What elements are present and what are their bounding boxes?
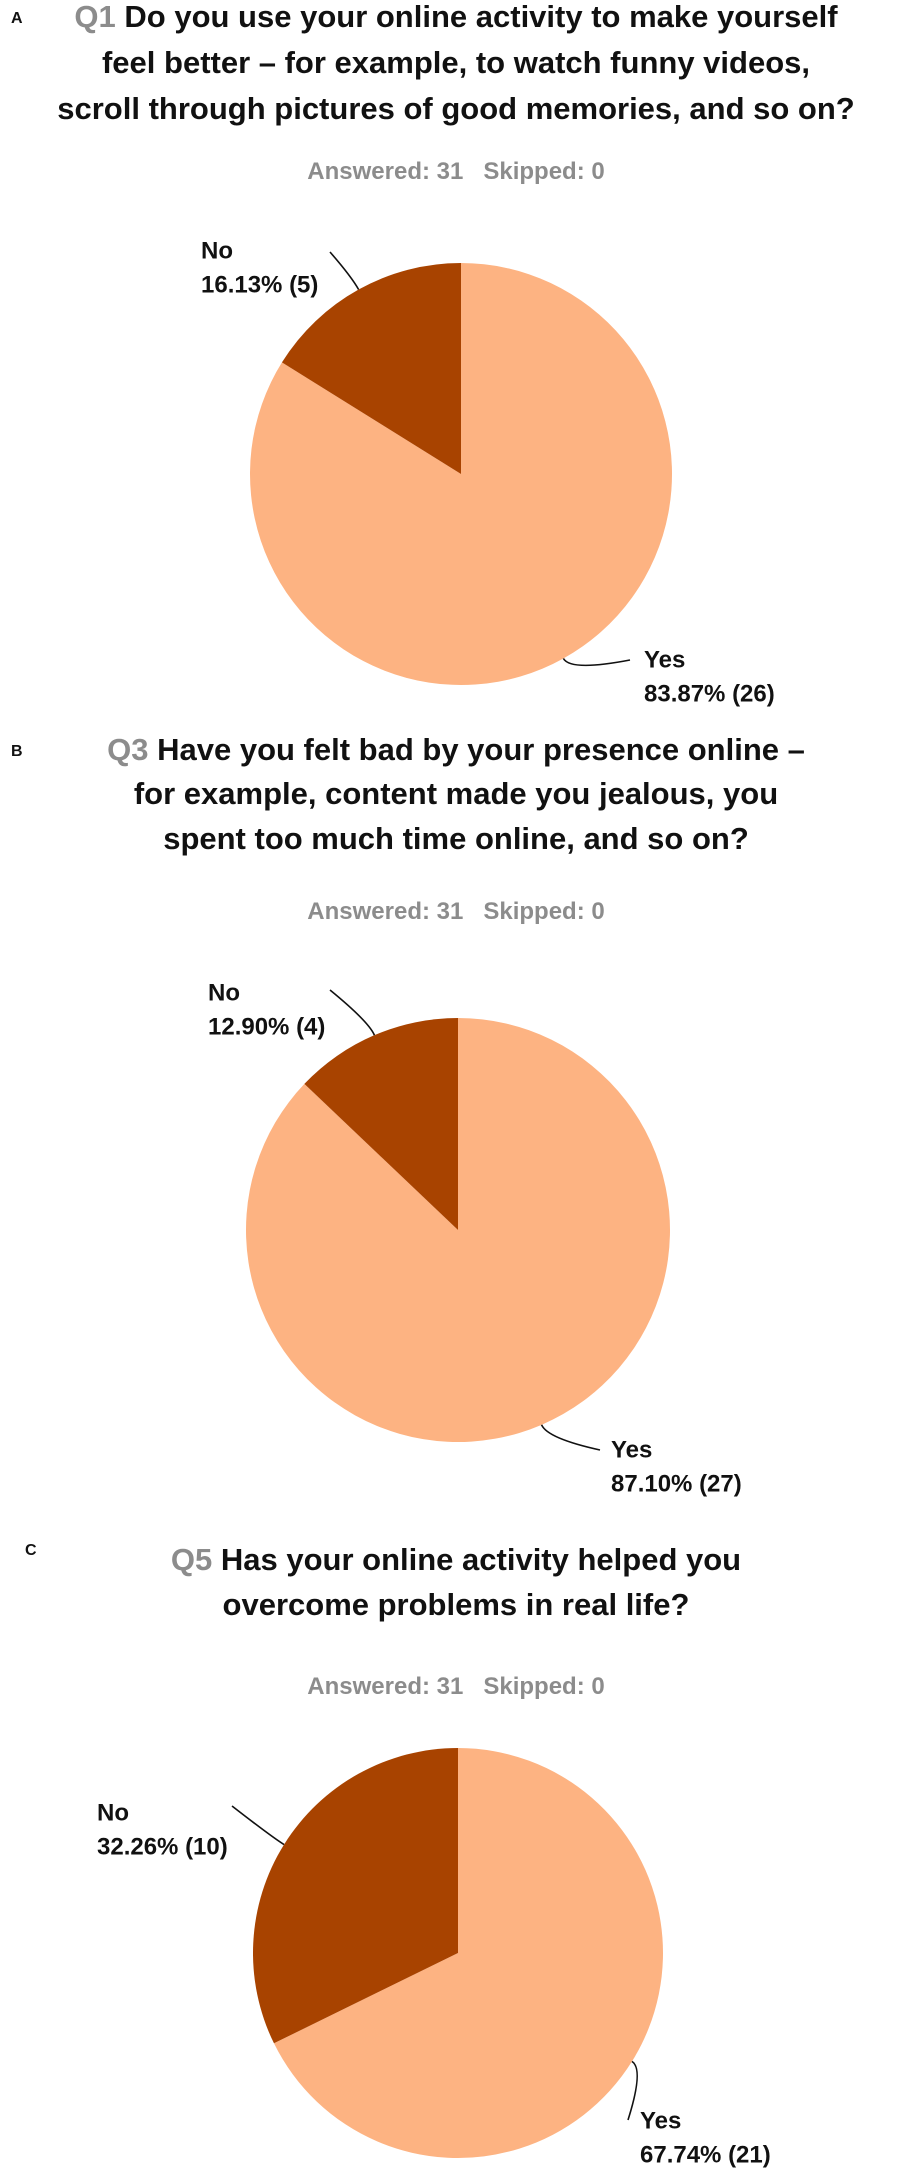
slice-label: Yes xyxy=(644,646,685,673)
title-line: Have you felt bad by your presence onlin… xyxy=(157,732,805,767)
chart-title: for example, content made you jealous, y… xyxy=(134,776,778,811)
pie-slice xyxy=(249,263,672,685)
skipped: Skipped: 0 xyxy=(483,158,604,185)
title-line: Has your online activity helped you xyxy=(221,1542,741,1577)
slice-value-label: 83.87% (26) xyxy=(644,680,775,707)
response-count: Answered: 31 Skipped: 0 xyxy=(307,1673,604,1700)
title-line: overcome problems in real life? xyxy=(223,1587,690,1622)
pie-slice xyxy=(253,1748,458,2044)
chart-title: Q3 Have you felt bad by your presence on… xyxy=(107,732,805,767)
leader-line xyxy=(540,1424,601,1451)
panel-letter: C xyxy=(25,1542,37,1559)
slice-value-label: 12.90% (4) xyxy=(208,1013,325,1040)
slice-value-label: 16.13% (5) xyxy=(201,271,318,298)
slice-label: No xyxy=(201,237,233,264)
response-count: Answered: 31 Skipped: 0 xyxy=(307,898,604,925)
chart-title: scroll through pictures of good memories… xyxy=(57,91,854,126)
slice-value-label: 87.10% (27) xyxy=(611,1470,742,1497)
title-line: scroll through pictures of good memories… xyxy=(57,91,854,126)
slice-label: No xyxy=(208,979,240,1006)
title-line: spent too much time online, and so on? xyxy=(163,821,749,856)
chart-title: Q1 Do you use your online activity to ma… xyxy=(74,0,838,34)
pie-slice xyxy=(245,1018,670,1442)
title-line: feel better – for example, to watch funn… xyxy=(102,45,810,80)
leader-line xyxy=(329,989,376,1036)
question-number: Q5 xyxy=(171,1542,212,1577)
slice-value-label: 67.74% (21) xyxy=(640,2141,771,2168)
slice-label: Yes xyxy=(611,1436,652,1463)
leader-line xyxy=(562,657,631,667)
pie-slice xyxy=(304,1018,458,1230)
leader-line xyxy=(231,1805,285,1846)
slice-label: No xyxy=(97,1799,129,1826)
pie-slice xyxy=(281,263,461,474)
leader-line xyxy=(329,251,360,290)
chart-title: overcome problems in real life? xyxy=(223,1587,690,1622)
skipped: Skipped: 0 xyxy=(483,1673,604,1700)
panel-letter: B xyxy=(11,743,23,760)
panel-letter: A xyxy=(11,10,23,27)
chart-title: Q5 Has your online activity helped you xyxy=(171,1542,741,1577)
slice-label: Yes xyxy=(640,2107,681,2134)
chart-title: feel better – for example, to watch funn… xyxy=(102,45,810,80)
title-line: Do you use your online activity to make … xyxy=(124,0,838,34)
slice-value-label: 32.26% (10) xyxy=(97,1833,228,1860)
answered: Answered: 31 xyxy=(307,158,463,185)
answered: Answered: 31 xyxy=(307,898,463,925)
title-line: for example, content made you jealous, y… xyxy=(134,776,778,811)
answered: Answered: 31 xyxy=(307,1673,463,1700)
chart-title: spent too much time online, and so on? xyxy=(163,821,749,856)
pie-slice xyxy=(273,1748,664,2159)
question-number: Q1 xyxy=(74,0,115,34)
leader-line xyxy=(627,2060,639,2121)
question-number: Q3 xyxy=(107,732,148,767)
response-count: Answered: 31 Skipped: 0 xyxy=(307,158,604,185)
skipped: Skipped: 0 xyxy=(483,898,604,925)
